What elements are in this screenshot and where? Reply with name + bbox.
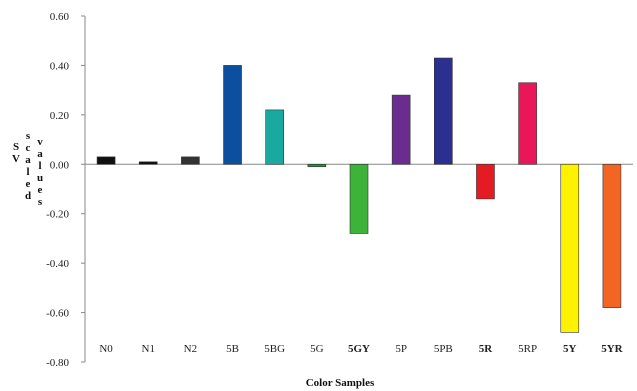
bars [96,57,622,333]
x-tick-label: 5BG [264,343,285,355]
y-axis-title: S V s c a l e d v a l u e s [12,130,43,208]
x-tick-label: 5RP [518,343,537,355]
bar-5pb [434,57,453,165]
x-category-labels: N0 N1 N2 5B 5BG 5G 5GY 5P 5PB 5R 5RP 5Y 5YR [99,343,623,355]
x-tick-label: 5PB [434,343,453,355]
bar-n2 [181,156,200,165]
y-tick-label: 0.00 [50,159,70,171]
x-tick-label: 5GY [348,343,370,355]
bar-5y [560,163,580,333]
bar-5yr [602,163,622,308]
y-tick-label: -0.60 [46,308,69,320]
bar-5r [476,163,495,200]
y-tick-label: -0.40 [46,258,69,270]
bar-5bg [265,109,284,165]
y-tick-label: 0.40 [50,60,70,72]
x-axis-title: Color Samples [306,377,375,389]
x-tick-label: 5YR [601,343,623,355]
bar-5b [223,65,242,165]
bar-n1 [138,161,158,165]
x-tick-label: 5B [226,343,239,355]
x-tick-label: 5G [310,343,324,355]
bar-5g [307,163,327,168]
bar-5p [391,94,411,165]
x-tick-label: N2 [184,343,197,355]
x-tick-label: N0 [99,343,113,355]
x-tick-label: 5P [395,343,407,355]
bar-n0 [96,156,116,165]
x-tick-label: N1 [142,343,155,355]
x-tick-label: 5R [479,343,494,355]
bar-5rp [518,82,537,165]
x-tick-label: 5Y [563,343,577,355]
y-tick-label: 0.20 [50,110,70,122]
bar-5gy [349,163,369,234]
y-tick-labels: 0.60 0.40 0.20 0.00 -0.20 -0.40 -0.60 -0.80 [46,11,69,369]
y-tick-label: -0.20 [46,209,69,221]
y-tick-label: -0.80 [46,357,69,369]
y-tick-label: 0.60 [50,11,70,23]
